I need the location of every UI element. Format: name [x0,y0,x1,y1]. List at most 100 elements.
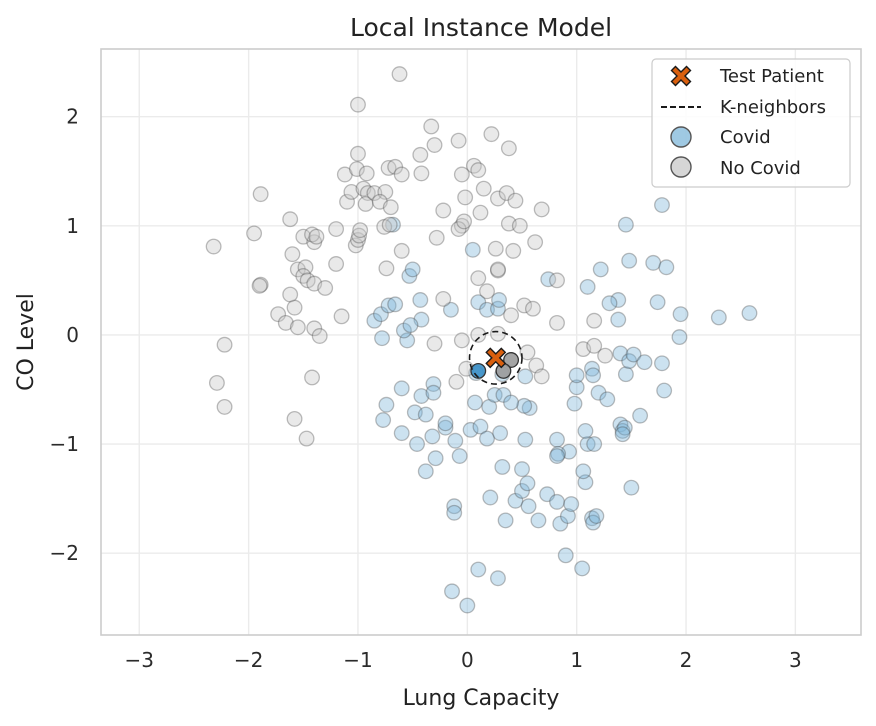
covid-point [654,355,670,372]
no-covid-point [282,211,299,228]
no-covid-point [216,398,233,415]
no-covid-point [308,228,325,245]
no-covid-point [393,242,410,259]
covid-point [427,450,444,467]
no-covid-point [393,166,410,183]
covid-point [464,241,481,258]
no-covid-point [511,217,528,234]
no-covid-point [487,240,504,257]
legend-covid-icon [670,126,692,148]
covid-point [494,458,511,475]
no-covid-point [306,320,323,337]
covid-point [446,498,463,515]
covid-point [380,297,397,314]
no-covid-point [507,192,524,209]
covid-point [568,367,585,384]
covid-point [584,510,600,527]
covid-point [658,259,675,276]
covid-point [520,498,537,515]
covid-point [710,309,727,326]
x-tick-label: 3 [789,648,802,672]
no-covid-point [377,184,394,200]
covid-point [412,292,429,308]
covid-point [586,436,603,452]
covid-point [462,421,479,438]
covid-point [621,252,638,269]
no-covid-point [457,189,474,206]
covid-point [592,261,609,278]
no-covid-point [298,430,315,447]
no-covid-point [524,300,541,317]
no-covid-point [500,215,517,232]
no-covid-point [465,157,482,174]
covid-point [385,216,401,233]
no-covid-point [350,232,366,248]
no-covid-point [453,332,470,349]
x-tick-label: 1 [570,648,583,672]
covid-point [671,329,688,346]
no-covid-point [479,283,495,300]
no-covid-point [347,237,364,254]
x-tick-label: 2 [680,648,693,672]
covid-point [610,292,627,308]
covid-point [514,461,530,478]
covid-point [481,398,498,415]
covid-point [656,382,673,399]
covid-point [645,254,662,271]
legend: Test Patient K-neighbors Covid No Covid [651,58,851,188]
no-covid-point [286,299,303,316]
legend-k-neighbors-label: K-neighbors [720,97,826,118]
covid-point [516,397,533,414]
covid-point [486,386,503,403]
covid-point [406,404,423,421]
covid-point [577,422,594,439]
no-covid-point [376,218,393,235]
covid-point [517,368,534,385]
no-covid-point [251,277,268,294]
covid-point [599,391,616,408]
no-covid-point [498,185,515,201]
covid-point [672,306,689,323]
covid-point [577,474,594,491]
no-covid-point [371,193,388,210]
plot-frame [100,48,862,636]
covid-point [470,561,487,578]
covid-point [549,431,565,448]
no-covid-point [528,357,545,374]
no-covid-point [450,132,467,149]
no-covid-point [426,137,443,153]
covid-point [479,301,495,318]
y-tick-labels: −2 −1 0 1 2 [50,105,79,565]
no-covid-point [270,306,287,323]
covid-point [507,492,524,509]
no-covid-point [352,222,369,239]
data-points [205,66,758,614]
covid-point [492,425,509,442]
covid-point [579,278,596,295]
covid-point [366,312,383,329]
no-covid-point [358,165,375,182]
no-covid-point [284,246,301,263]
covid-point [519,475,536,492]
covid-point [459,597,476,614]
y-tick-label: 1 [66,214,79,238]
y-tick-label: −1 [50,432,79,456]
no-covid-point [505,242,522,259]
no-covid-point [350,96,366,113]
no-covid-point [453,166,470,183]
legend-box [651,58,851,188]
chart-title: Local Instance Model [350,13,612,42]
covid-point [444,583,460,600]
covid-point [417,463,434,480]
covid-point [489,300,506,317]
no-covid-point [423,118,440,135]
covid-point [610,311,627,328]
no-covid-point [355,180,372,197]
no-covid-point [339,193,355,210]
covid-point [741,305,758,322]
no-covid-point [470,270,487,287]
covid-point [437,419,454,436]
no-covid-point [472,204,489,221]
y-tick-label: −2 [50,541,79,565]
